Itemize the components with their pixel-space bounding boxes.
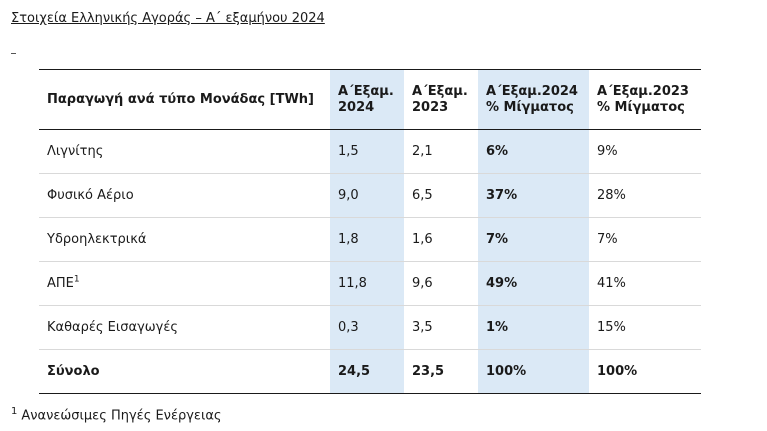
total-a2024: 24,5	[330, 349, 404, 394]
cell-mix2023: 28%	[589, 173, 701, 218]
cell-mix2024: 37%	[478, 173, 589, 218]
cell-mix2023: 9%	[589, 129, 701, 174]
cell-mix2023: 41%	[589, 261, 701, 306]
row-label-text: ΑΠΕ	[47, 276, 74, 291]
total-mix2023: 100%	[589, 349, 701, 394]
divider-mark	[11, 53, 16, 54]
table-row: Καθαρές Εισαγωγές 0,3 3,5 1% 15%	[39, 305, 701, 350]
header-a2023-line2: 2023	[412, 99, 449, 115]
cell-mix2024: 6%	[478, 129, 589, 174]
total-mix2024: 100%	[478, 349, 589, 394]
header-mix2023-line2: % Μίγματος	[597, 99, 685, 115]
generation-table: Παραγωγή ανά τύπο Μονάδας [TWh] Α΄Εξαμ. …	[39, 69, 701, 394]
cell-mix2024: 7%	[478, 217, 589, 262]
header-a2024-line2: 2024	[338, 99, 375, 115]
cell-a2024: 0,3	[330, 305, 404, 350]
footnote: 1 Ανανεώσιμες Πηγές Ενέργειας	[11, 406, 222, 423]
cell-a2024: 1,8	[330, 217, 404, 262]
total-label: Σύνολο	[39, 349, 330, 394]
row-label: Υδροηλεκτρικά	[39, 217, 330, 262]
total-a2023: 23,5	[404, 349, 478, 394]
document-title: Στοιχεία Ελληνικής Αγοράς – Α΄ εξαμήνου …	[11, 11, 325, 26]
header-a2023-line1: Α΄Εξαμ.	[412, 83, 468, 99]
table-row: Φυσικό Αέριο 9,0 6,5 37% 28%	[39, 173, 701, 218]
cell-a2023: 9,6	[404, 261, 478, 306]
table-header-row: Παραγωγή ανά τύπο Μονάδας [TWh] Α΄Εξαμ. …	[39, 69, 701, 130]
header-generation-type: Παραγωγή ανά τύπο Μονάδας [TWh]	[39, 69, 330, 130]
row-label: ΑΠΕ1	[39, 261, 330, 306]
footnote-marker: 1	[73, 274, 80, 285]
table-row: Υδροηλεκτρικά 1,8 1,6 7% 7%	[39, 217, 701, 262]
footnote-number: 1	[11, 406, 18, 417]
header-a2024: Α΄Εξαμ. 2024	[330, 69, 404, 130]
cell-a2023: 1,6	[404, 217, 478, 262]
cell-mix2024: 1%	[478, 305, 589, 350]
cell-a2023: 6,5	[404, 173, 478, 218]
table-total-row: Σύνολο 24,5 23,5 100% 100%	[39, 349, 701, 394]
row-label-text: Φυσικό Αέριο	[47, 188, 134, 203]
cell-a2024: 1,5	[330, 129, 404, 174]
row-label: Καθαρές Εισαγωγές	[39, 305, 330, 350]
row-label: Λιγνίτης	[39, 129, 330, 174]
header-a2023: Α΄Εξαμ. 2023	[404, 69, 478, 130]
row-label-text: Λιγνίτης	[47, 144, 104, 159]
cell-a2024: 9,0	[330, 173, 404, 218]
cell-a2024: 11,8	[330, 261, 404, 306]
header-mix2024: Α΄Εξαμ.2024 % Μίγματος	[478, 69, 589, 130]
header-mix2023-line1: Α΄Εξαμ.2023	[597, 83, 689, 99]
header-label-text: Παραγωγή ανά τύπο Μονάδας [TWh]	[47, 91, 314, 107]
table-row: Λιγνίτης 1,5 2,1 6% 9%	[39, 129, 701, 174]
cell-a2023: 2,1	[404, 129, 478, 174]
header-mix2023: Α΄Εξαμ.2023 % Μίγματος	[589, 69, 701, 130]
row-label: Φυσικό Αέριο	[39, 173, 330, 218]
cell-a2023: 3,5	[404, 305, 478, 350]
header-mix2024-line1: Α΄Εξαμ.2024	[486, 83, 578, 99]
row-label-text: Καθαρές Εισαγωγές	[47, 320, 179, 335]
cell-mix2023: 7%	[589, 217, 701, 262]
cell-mix2023: 15%	[589, 305, 701, 350]
header-a2024-line1: Α΄Εξαμ.	[338, 83, 394, 99]
row-label-text: Υδροηλεκτρικά	[47, 232, 147, 247]
table-row: ΑΠΕ1 11,8 9,6 49% 41%	[39, 261, 701, 306]
cell-mix2024: 49%	[478, 261, 589, 306]
footnote-text: Ανανεώσιμες Πηγές Ενέργειας	[21, 408, 222, 424]
header-mix2024-line2: % Μίγματος	[486, 99, 574, 115]
